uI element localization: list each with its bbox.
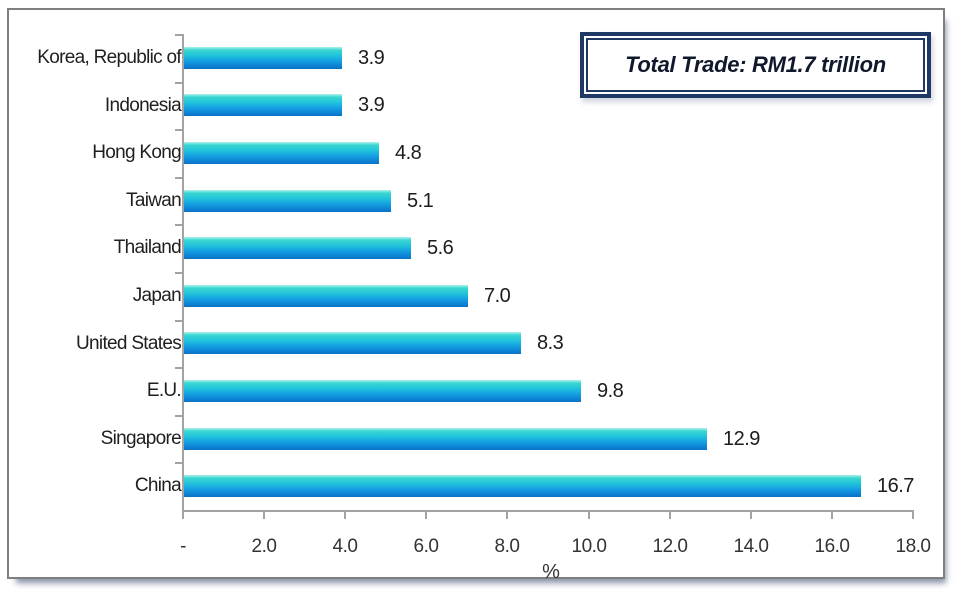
bar xyxy=(184,237,411,259)
x-tick-label: 8.0 xyxy=(494,536,520,557)
x-axis-tick xyxy=(588,510,590,519)
value-label: 12.9 xyxy=(723,427,760,450)
x-tick-label: 16.0 xyxy=(814,536,850,557)
category-label: Korea, Republic of xyxy=(37,47,181,68)
value-label: 4.8 xyxy=(395,141,422,164)
x-axis-unit-label: % xyxy=(542,561,560,583)
bar xyxy=(184,142,379,164)
bar xyxy=(184,285,468,307)
x-axis-tick xyxy=(831,510,833,519)
x-axis-tick xyxy=(263,510,265,519)
bar xyxy=(184,47,342,69)
value-label: 5.1 xyxy=(407,189,434,212)
x-tick-label: 12.0 xyxy=(652,536,688,557)
category-label: Singapore xyxy=(100,428,182,449)
category-label: China xyxy=(134,475,182,496)
y-axis-tick xyxy=(175,224,182,226)
value-label: 16.7 xyxy=(877,474,914,497)
category-label: United States xyxy=(76,333,182,354)
value-label: 7.0 xyxy=(484,284,511,307)
y-axis xyxy=(182,34,184,512)
category-label: Thailand xyxy=(113,237,182,258)
total-trade-annotation-inner-border: Total Trade: RM1.7 trillion xyxy=(586,38,925,92)
y-axis-tick xyxy=(175,462,182,464)
value-label: 5.6 xyxy=(427,236,454,259)
value-label: 3.9 xyxy=(358,46,385,69)
x-tick-label: 4.0 xyxy=(332,536,358,557)
x-tick-label: 18.0 xyxy=(895,536,931,557)
y-axis-tick xyxy=(175,129,182,131)
chart-frame: Total Trade: RM1.7 trillion Korea, Repub… xyxy=(7,8,945,583)
bar xyxy=(184,94,342,116)
total-trade-annotation-box: Total Trade: RM1.7 trillion xyxy=(580,32,931,98)
x-tick-label: 14.0 xyxy=(733,536,769,557)
bar xyxy=(184,380,581,402)
category-label: E.U. xyxy=(146,380,182,401)
x-axis-tick xyxy=(750,510,752,519)
x-tick-label: 6.0 xyxy=(413,536,439,557)
x-axis-tick xyxy=(912,510,914,519)
value-label: 9.8 xyxy=(597,379,624,402)
x-axis-tick xyxy=(344,510,346,519)
x-tick-label: 2.0 xyxy=(251,536,277,557)
bar xyxy=(184,190,391,212)
bar xyxy=(184,332,521,354)
y-axis-tick xyxy=(175,415,182,417)
x-axis xyxy=(182,510,914,512)
x-tick-label: - xyxy=(180,536,186,557)
y-axis-tick xyxy=(175,177,182,179)
y-axis-tick xyxy=(175,34,182,36)
x-axis-tick xyxy=(506,510,508,519)
y-axis-tick xyxy=(175,320,182,322)
bar xyxy=(184,475,861,497)
y-axis-tick xyxy=(175,272,182,274)
category-label: Indonesia xyxy=(104,95,182,116)
value-label: 8.3 xyxy=(537,331,564,354)
category-label: Japan xyxy=(132,285,182,306)
x-axis-tick xyxy=(182,510,184,519)
category-label: Taiwan xyxy=(126,190,182,211)
x-axis-tick xyxy=(425,510,427,519)
x-tick-label: 10.0 xyxy=(571,536,607,557)
y-axis-tick xyxy=(175,82,182,84)
y-axis-tick xyxy=(175,367,182,369)
x-axis-tick xyxy=(669,510,671,519)
bar xyxy=(184,428,707,450)
value-label: 3.9 xyxy=(358,93,385,116)
total-trade-text: Total Trade: RM1.7 trillion xyxy=(625,52,886,77)
category-label: Hong Kong xyxy=(92,142,181,163)
